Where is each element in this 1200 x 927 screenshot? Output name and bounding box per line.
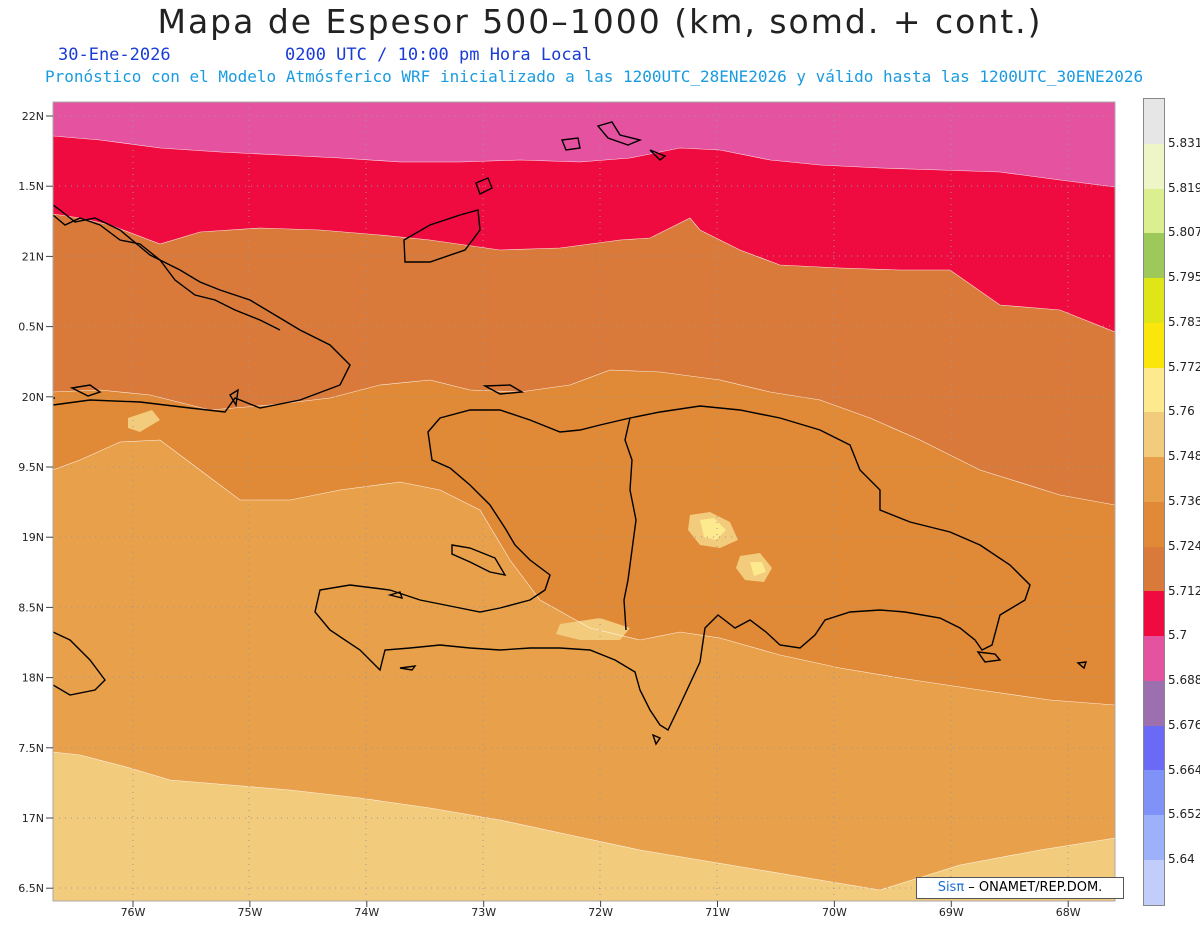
colorbar-segment <box>1144 233 1164 279</box>
colorbar-label: 5.64 <box>1168 852 1195 867</box>
credit-box: Sisπ – ONAMET/REP.DOM. <box>916 877 1124 899</box>
colorbar-label: 5.664 <box>1168 762 1200 777</box>
lon-tick-label: 76W <box>121 906 146 919</box>
colorbar-segment <box>1144 188 1164 234</box>
border-line <box>623 417 637 631</box>
colorbar-segment <box>1144 99 1164 144</box>
contour-lines <box>53 135 1115 891</box>
colorbar-segment <box>1144 680 1164 726</box>
colorbar-label: 5.819 <box>1168 180 1200 195</box>
hispaniola-coast <box>314 405 1031 732</box>
lat-tick-label: 1.5N <box>18 180 44 193</box>
forecast-description: Pronóstico con el Modelo Atmósferico WRF… <box>45 67 1144 86</box>
band-5748-pocket <box>128 410 160 432</box>
latitude-labels: 22N 1.5N 21N 0.5N 20N 9.5N 19N 8.5N 18N 7.5N 17N 6.… <box>18 110 53 895</box>
band-5760-pocket <box>750 562 766 576</box>
lat-tick-label: 7.5N <box>18 742 44 755</box>
colorbar-label: 5.7 <box>1168 628 1188 643</box>
lon-tick-label: 74W <box>354 906 379 919</box>
lat-tick-label: 9.5N <box>18 461 44 474</box>
lat-tick-label: 17N <box>22 812 44 825</box>
lat-tick-label: 21N <box>22 250 44 263</box>
lat-tick-label: 18N <box>22 672 44 685</box>
lon-tick-label: 70W <box>822 906 847 919</box>
colorbar-segment <box>1144 143 1164 189</box>
forecast-date: 30-Ene-2026 <box>58 45 171 65</box>
colorbar-label: 5.688 <box>1168 673 1200 688</box>
lat-tick-label: 0.5N <box>18 321 44 334</box>
page-title: Mapa de Espesor 500–1000 (km, somd. + co… <box>157 2 1043 41</box>
colorbar-label: 5.807 <box>1168 225 1200 240</box>
band-5760-pocket <box>700 518 726 540</box>
lat-tick-label: 19N <box>22 531 44 544</box>
colorbar-segment <box>1144 591 1164 637</box>
lon-tick-label: 68W <box>1056 906 1081 919</box>
colorbar-label: 5.76 <box>1168 404 1195 419</box>
colorbar-label: 5.676 <box>1168 717 1200 732</box>
colorbar-segment <box>1144 725 1164 771</box>
forecast-time: 0200 UTC / 10:00 pm Hora Local <box>285 45 593 65</box>
colorbar-segment <box>1144 770 1164 816</box>
colorbar-label: 5.772 <box>1168 359 1200 374</box>
lon-tick-label: 75W <box>237 906 262 919</box>
colorbar-segment <box>1144 457 1164 502</box>
cuba-north-keys <box>53 214 281 331</box>
cuba-coast <box>53 204 351 413</box>
colorbar-label: 5.783 <box>1168 314 1200 329</box>
axis-frame <box>52 101 1116 902</box>
colorbar-segment <box>1144 278 1164 323</box>
credit-text: – ONAMET/REP.DOM. <box>964 880 1103 895</box>
colorbar-segment <box>1144 815 1164 861</box>
sispi-logo: Sisπ <box>937 880 965 895</box>
colorbar <box>1143 98 1165 906</box>
colorbar-label: 5.712 <box>1168 583 1200 598</box>
colorbar-label: 5.831 <box>1168 135 1200 150</box>
turks-coast <box>482 384 525 395</box>
lon-tick-label: 72W <box>588 906 613 919</box>
lat-tick-label: 22N <box>22 110 44 123</box>
lat-tick-label: 20N <box>22 391 44 404</box>
colorbar-label: 5.724 <box>1168 538 1200 553</box>
colorbar-label: 5.748 <box>1168 449 1200 464</box>
colorbar-segment <box>1144 412 1164 458</box>
colorbar-label: 5.736 <box>1168 494 1200 508</box>
lat-tick-label: 6.5N <box>18 882 44 895</box>
coastlines <box>53 121 1088 746</box>
band-5688 <box>53 102 1115 187</box>
lon-tick-label: 69W <box>939 906 964 919</box>
lon-tick-label: 71W <box>705 906 730 919</box>
gonave-coast <box>451 544 507 576</box>
colorbar-segment <box>1144 860 1164 905</box>
colorbar-segment <box>1144 367 1164 413</box>
colorbar-label: 5.652 <box>1168 807 1200 822</box>
colorbar-segment <box>1144 636 1164 681</box>
thickness-fill-layer <box>53 102 1115 901</box>
colorbar-segment <box>1144 546 1164 592</box>
lat-tick-label: 8.5N <box>18 601 44 614</box>
longitude-labels: 76W 75W 74W 73W 72W 71W 70W 69W 68W <box>121 901 1081 919</box>
lon-tick-label: 73W <box>471 906 496 919</box>
inagua-coast <box>69 384 102 397</box>
colorbar-segment <box>1144 322 1164 368</box>
colorbar-segment <box>1144 501 1164 547</box>
colorbar-label: 5.795 <box>1168 270 1200 285</box>
